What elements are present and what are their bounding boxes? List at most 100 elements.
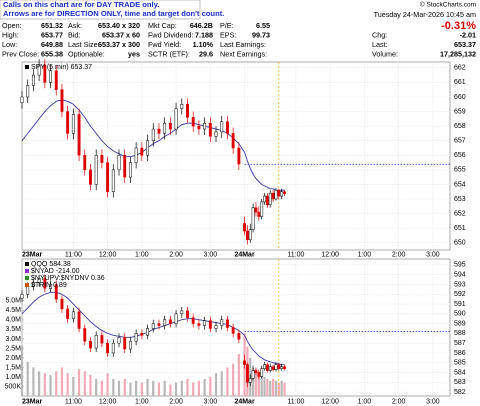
y-tick-label: 593 — [454, 281, 466, 288]
candle-body — [263, 195, 266, 203]
volume-bar — [254, 369, 258, 396]
candle-body — [245, 230, 249, 241]
candle-body — [220, 319, 224, 326]
candle-body — [283, 366, 286, 370]
legend-indicator: $NYAD -214.00 — [31, 268, 80, 275]
candle-body — [245, 364, 249, 383]
volume-tick-label: 3.5M — [5, 326, 21, 333]
volume-bar — [257, 373, 260, 396]
field-label: SCTR (ETF): — [148, 50, 190, 59]
volume-bar — [49, 375, 52, 396]
legend-swatch — [25, 269, 29, 273]
y-tick-label: 584 — [454, 369, 466, 376]
notice-line: Arrows are for DIRECTION ONLY, time and … — [3, 9, 224, 18]
candle-body — [31, 74, 35, 86]
volume-bar — [26, 361, 29, 396]
volume-bar — [180, 380, 183, 396]
moving-average — [21, 99, 285, 191]
candle-body — [271, 192, 275, 200]
candle-body — [157, 323, 161, 326]
plot-area — [21, 258, 451, 397]
candle-body — [274, 189, 278, 200]
volume-bar — [269, 380, 272, 396]
field-value: -2.01 — [460, 31, 476, 40]
y-tick-label: 589 — [454, 320, 466, 327]
volume-tick-label: 500K — [5, 383, 22, 390]
candle-body — [231, 327, 235, 334]
y-tick-label: 656 — [454, 152, 466, 159]
y-tick-label: 582 — [454, 389, 466, 396]
field-value: 653.37 x 300 — [98, 40, 140, 49]
field-value: 651.32 — [41, 21, 63, 30]
legend-indicator: $NYUPV:$NYDNV 0.36 — [31, 275, 105, 282]
volume-bar — [252, 365, 255, 396]
candle-body — [283, 191, 286, 194]
field-label: Bid: — [68, 31, 80, 40]
candle-body — [49, 70, 52, 83]
legend-swatch — [25, 65, 29, 69]
candle-body — [180, 104, 184, 109]
volume-bar — [277, 382, 280, 396]
candle-body — [117, 337, 121, 344]
volume-tick-label: 2.0M — [5, 355, 21, 362]
y-tick-label: 588 — [454, 330, 466, 337]
volume-bar — [112, 378, 115, 396]
x-tick-label: 24Mar — [234, 398, 255, 405]
field-value: 1.10% — [193, 40, 214, 49]
copyright: © StockCharts.com — [420, 1, 476, 9]
candle-body — [140, 147, 144, 156]
candle-body — [77, 311, 81, 329]
candle-body — [20, 96, 24, 104]
x-tick-label: 12:00 — [99, 251, 117, 258]
notice-line: Calls on this chart are for DAY TRADE on… — [3, 0, 159, 9]
volume-bar — [283, 382, 286, 396]
volume-bar — [20, 346, 24, 396]
candle-body — [31, 282, 35, 287]
volume-bar — [72, 376, 75, 396]
candle-body — [128, 340, 132, 350]
volume-tick-label: 3.0M — [5, 336, 21, 343]
candle-body — [208, 122, 212, 137]
candle-body — [225, 319, 229, 328]
candle-body — [140, 333, 144, 336]
legend-swatch — [25, 276, 29, 280]
field-value: 655.38 — [41, 50, 63, 59]
volume-bar — [260, 375, 263, 396]
volume-bar — [60, 367, 64, 396]
y-tick-label: 654 — [454, 181, 466, 188]
candle-body — [20, 293, 24, 299]
candle-body — [257, 211, 261, 217]
x-tick-label: 12:00 — [99, 398, 117, 405]
candle-body — [134, 147, 138, 163]
candle-body — [237, 333, 241, 340]
candle-body — [231, 133, 235, 149]
volume-bar — [157, 382, 161, 396]
candle-body — [260, 368, 264, 377]
candle-body — [60, 89, 64, 112]
candle-body — [274, 364, 278, 370]
candle-body — [280, 366, 284, 369]
x-tick-label: 1:00 — [135, 251, 149, 258]
y-tick-label: 592 — [454, 291, 466, 298]
volume-bar — [77, 369, 81, 396]
y-tick-label: 659 — [454, 108, 466, 115]
candle-body — [71, 114, 75, 134]
y-tick-label: 595 — [454, 262, 466, 269]
candle-body — [49, 284, 52, 289]
x-tick-label: 2:00 — [169, 251, 183, 258]
candle-body — [163, 122, 167, 134]
candle-body — [146, 140, 149, 156]
volume-bar — [38, 371, 41, 396]
candle-body — [77, 114, 81, 156]
x-tick-label: 24Mar — [234, 251, 255, 258]
candle-body — [37, 64, 41, 76]
legend-indicator: $TRIN 0.89 — [31, 282, 67, 289]
legend-last: 653.37 — [71, 64, 93, 71]
x-tick-label: 11:00 — [65, 398, 82, 405]
candle-body — [66, 111, 70, 134]
field-label: Chg: — [372, 31, 387, 40]
volume-bar — [280, 380, 283, 396]
y-tick-label: 585 — [454, 360, 466, 367]
field-label: P/E: — [220, 21, 234, 30]
candle-body — [26, 85, 30, 98]
